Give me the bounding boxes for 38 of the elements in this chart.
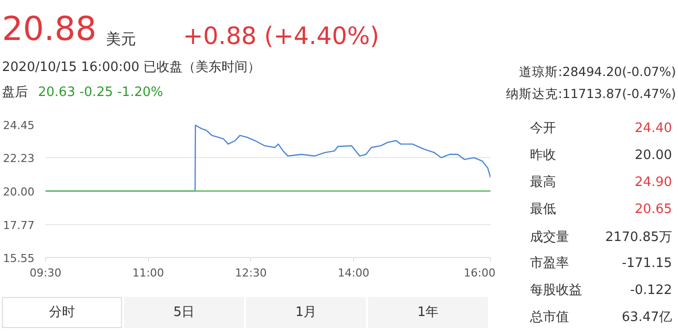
x-tick-label: 14:00: [338, 266, 370, 280]
text: 道琼斯:28494.20(-0.07%): [519, 64, 676, 79]
y-tick-label: 20.00: [3, 186, 35, 198]
text: 20.00: [634, 148, 672, 163]
text: 20.65: [634, 202, 672, 217]
y-tick-label: 22.23: [3, 152, 35, 166]
text: 1年: [416, 305, 440, 320]
x-tick-label: 09:30: [30, 266, 62, 280]
text: 2170.85万: [605, 230, 672, 245]
y-tick-label: 15.55: [3, 252, 35, 265]
text: 昨收: [530, 148, 556, 163]
text: 每股收益: [530, 283, 582, 298]
text: 纳斯达克:11713.87(-0.47%): [506, 86, 676, 101]
text: 美元: [106, 30, 136, 48]
text: 盘后: [2, 85, 28, 100]
x-tick-label: 12:30: [235, 266, 267, 280]
text: 总市值: [530, 310, 569, 325]
x-tick-label: 11:00: [132, 266, 164, 280]
text: 成交量: [530, 230, 569, 245]
text: 今开: [530, 121, 556, 136]
text: 2020/10/15 16:00:00 已收盘（美东时间）: [2, 60, 261, 75]
y-tick-label: 17.77: [3, 218, 35, 232]
text: 24.90: [634, 175, 672, 190]
x-tick-label: 16:00: [464, 266, 496, 280]
text: 24.40: [634, 121, 672, 136]
text: 最高: [530, 175, 556, 190]
text: -171.15: [622, 256, 672, 271]
text: 63.47亿: [622, 310, 672, 325]
text: -0.122: [630, 283, 672, 298]
y-tick-label: 24.45: [3, 119, 35, 132]
text: 最低: [530, 202, 556, 217]
text: 市盈率: [530, 256, 569, 271]
text: 1月: [294, 305, 318, 320]
text: 分时: [48, 305, 76, 320]
text: +0.88 (+4.40%): [183, 22, 380, 50]
text: 5日: [172, 305, 196, 320]
text: 20.88: [2, 9, 96, 48]
text: 20.63 -0.25 -1.20%: [38, 85, 164, 100]
